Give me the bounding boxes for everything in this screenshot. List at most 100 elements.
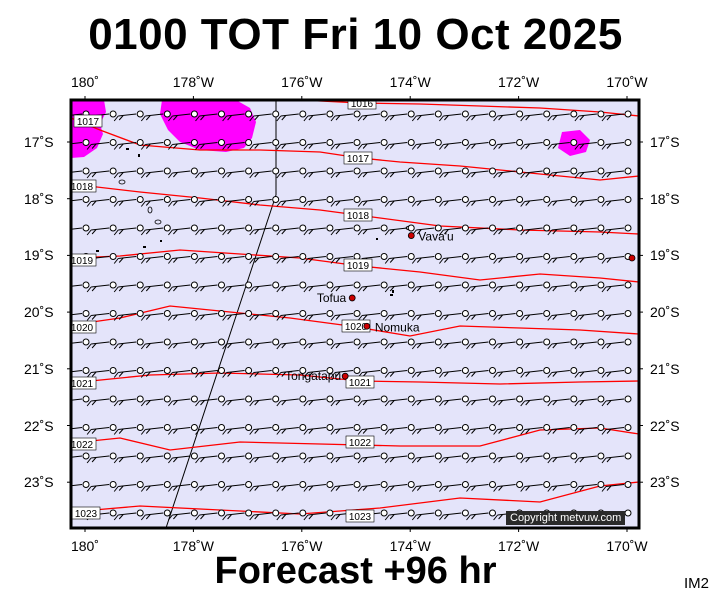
wind-barb: [411, 310, 442, 321]
wind-barb: [411, 452, 442, 464]
map-frame: [69, 98, 641, 530]
wind-barb: [466, 167, 496, 179]
lat-label-right: 18˚S: [650, 190, 680, 207]
wind-barb: [113, 167, 144, 179]
wind-barb: [222, 452, 253, 464]
wind-barb: [384, 196, 415, 207]
wind-barb: [574, 395, 605, 407]
wind-barb: [601, 367, 632, 378]
wind-barb: [222, 224, 253, 236]
wind-barb: [330, 481, 361, 492]
wind-barb: [249, 196, 280, 207]
image-code: IM2: [683, 575, 709, 592]
wind-barb: [547, 139, 578, 150]
wind-barb: [140, 224, 171, 236]
wind-barb: [249, 224, 280, 236]
wind-barb: [303, 424, 334, 435]
wind-barb: [547, 310, 578, 321]
wind-barb: [303, 167, 334, 179]
wind-barb: [140, 139, 171, 150]
wind-barb: [249, 424, 280, 435]
lat-label-right: 17˚S: [650, 134, 680, 150]
wind-barb: [439, 424, 469, 435]
wind-barb: [330, 338, 361, 350]
wind-barb: [140, 452, 171, 464]
wind-barb: [303, 452, 334, 464]
wind-barb: [276, 167, 307, 179]
wind-barb: [222, 139, 253, 150]
wind-barb: [520, 224, 551, 236]
wind-barb: [330, 167, 361, 179]
wind-barb: [71, 281, 90, 289]
place-tongatapu: Tongatapu: [285, 369, 349, 383]
wind-barb: [574, 281, 605, 293]
wind-barb: [168, 110, 198, 122]
wind-barb: [411, 167, 442, 179]
wind-barb: [547, 167, 578, 179]
isobar-label: 1017: [343, 151, 373, 165]
wind-barb: [71, 367, 90, 374]
wind-barb: [520, 167, 551, 179]
isobar-label-text: 1020: [345, 322, 368, 333]
wind-barb: [466, 281, 496, 293]
wind-barb: [493, 395, 524, 407]
wind-barb: [357, 167, 388, 179]
lat-label-left: 19˚S: [24, 247, 54, 264]
wind-barb: [493, 452, 524, 464]
wind-barb: [520, 139, 551, 150]
wind-barb: [195, 224, 225, 236]
wind-barb: [140, 110, 171, 122]
wind-barb: [574, 367, 605, 378]
wind-barb: [601, 110, 632, 122]
wind-barb: [493, 224, 524, 236]
wind-barb: [601, 139, 632, 150]
map-content: 1016 1017 1017 1018 1018 1019 1019 1020 1020 1021…: [71, 100, 639, 528]
wind-barb: [195, 310, 225, 321]
wind-barb: [222, 367, 253, 378]
wind-barb: [330, 110, 361, 122]
copyright-badge[interactable]: Copyright metvuw.com: [506, 511, 626, 525]
wind-barb: [195, 110, 225, 122]
wind-barb: [574, 310, 605, 321]
wind-barb: [249, 310, 280, 321]
wind-barb: [195, 395, 225, 407]
wind-barb: [276, 338, 307, 350]
wind-barb: [249, 338, 280, 350]
wind-barb: [520, 481, 551, 492]
wind-barb: [466, 253, 496, 264]
wind-barb: [276, 395, 307, 407]
wind-barb: [574, 196, 605, 207]
wind-barb: [357, 310, 388, 321]
wind-barb: [71, 338, 90, 346]
wind-barb: [86, 310, 117, 321]
wind-barb: [249, 139, 280, 150]
wind-barb: [249, 509, 280, 521]
wind-barb: [168, 367, 198, 378]
wind-barb: [384, 167, 415, 179]
wind-barb: [384, 452, 415, 464]
wind-barb: [222, 481, 253, 492]
wind-barb: [222, 395, 253, 407]
wind-barb: [520, 281, 551, 293]
wind-barb: [168, 338, 198, 350]
wind-barb: [439, 224, 469, 236]
wind-barb: [140, 310, 171, 321]
wind-barb: [276, 196, 307, 207]
wind-barb: [140, 196, 171, 207]
wind-barb: [303, 253, 334, 264]
wind-barb: [276, 481, 307, 492]
lat-label-right: 20˚S: [650, 304, 680, 321]
wind-barb: [140, 167, 171, 179]
isobar-label: 1022: [345, 435, 375, 449]
wind-barb: [249, 281, 280, 293]
wind-barb: [140, 281, 171, 293]
wind-barb: [249, 452, 280, 464]
wind-barb: [303, 110, 334, 122]
isobar-label-text: 1023: [349, 512, 372, 523]
wind-barb: [168, 395, 198, 407]
wind-barb: [195, 367, 225, 378]
wind-barb: [249, 395, 280, 407]
wind-barb: [493, 281, 524, 293]
wind-barb: [384, 338, 415, 350]
